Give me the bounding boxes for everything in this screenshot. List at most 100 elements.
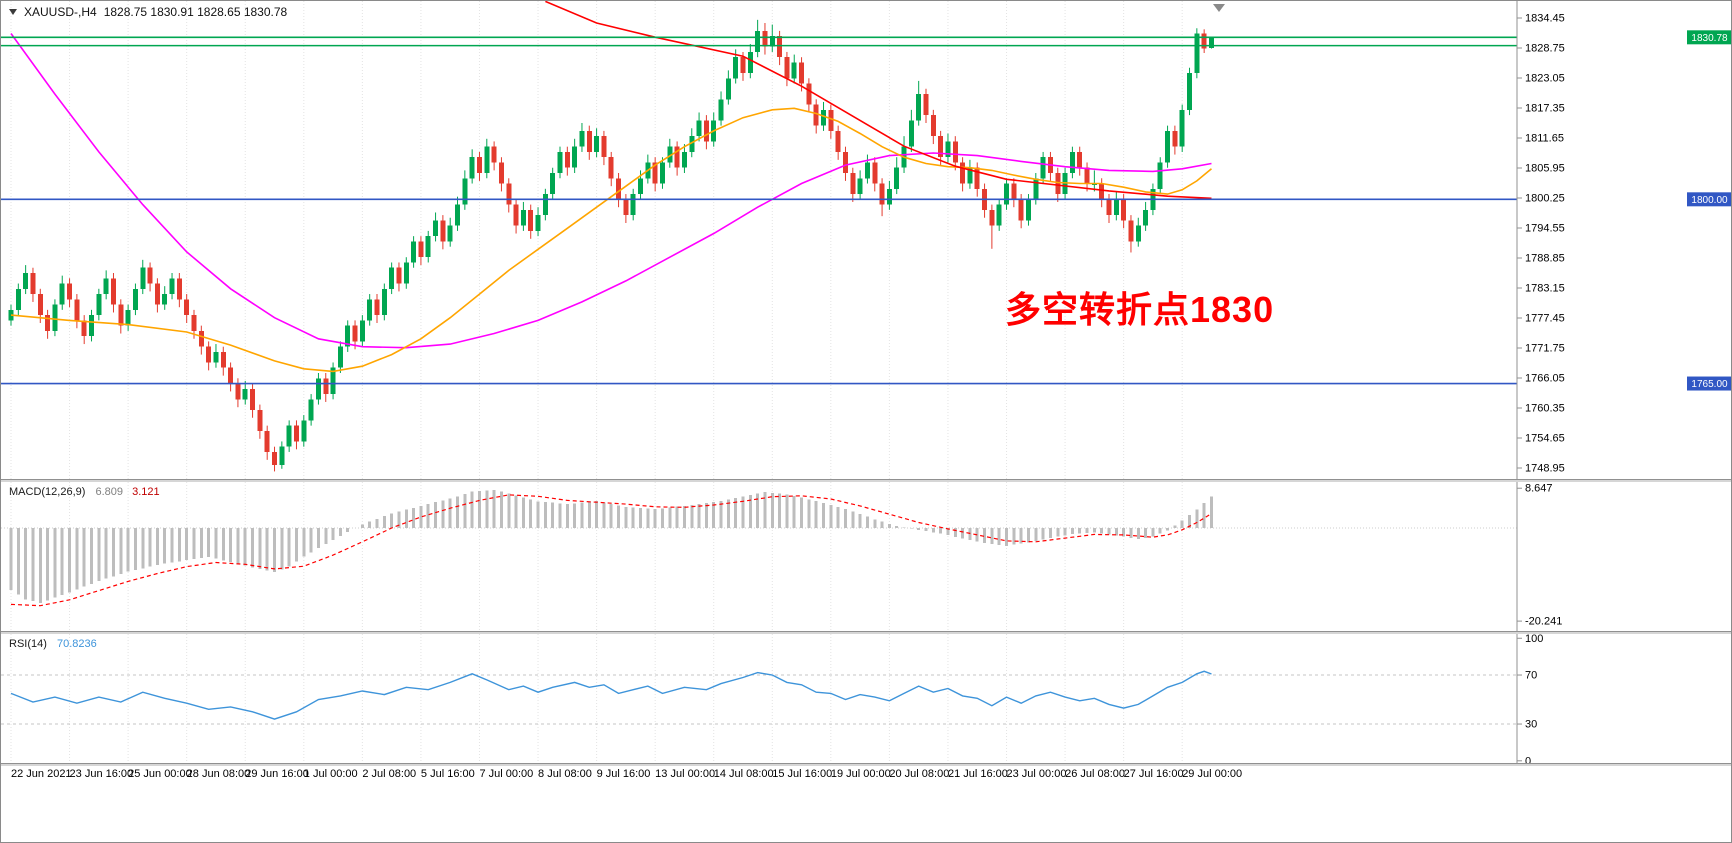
- panel-splitter[interactable]: [1, 631, 1732, 634]
- candle-down: [1172, 130, 1178, 147]
- candle-up: [359, 320, 365, 342]
- annotation-text: 多空转折点1830: [1005, 289, 1275, 330]
- candle-down: [1084, 167, 1090, 184]
- candle-up: [681, 151, 687, 168]
- time-axis-label: 19 Jul 00:00: [831, 768, 891, 780]
- candle-down: [440, 220, 446, 242]
- candle-up: [1113, 199, 1119, 216]
- candle-down: [1077, 151, 1083, 168]
- rsi-axis-label: 100: [1525, 633, 1543, 645]
- candle-down: [923, 94, 929, 116]
- candle-up: [579, 130, 585, 147]
- candle-up: [23, 273, 29, 289]
- main-chart-area[interactable]: [1, 1, 1517, 472]
- candle-up: [667, 146, 673, 163]
- time-axis-label: 7 Jul 00:00: [479, 768, 533, 780]
- candle-down: [37, 294, 43, 316]
- candle-down: [264, 430, 270, 452]
- candle-down: [1121, 199, 1127, 221]
- candle-down: [293, 425, 299, 442]
- candle-down: [842, 151, 848, 174]
- candle-up: [747, 51, 753, 74]
- macd-axis-label: 8.647: [1525, 483, 1553, 495]
- candle-down: [418, 241, 424, 258]
- candle-down: [1011, 183, 1017, 200]
- candle-up: [469, 157, 475, 179]
- rsi-value: 70.8236: [56, 638, 97, 650]
- time-axis-label: 23 Jun 16:00: [70, 768, 134, 780]
- candle-down: [396, 267, 402, 284]
- candle-up: [169, 278, 175, 295]
- candle-up: [301, 420, 307, 442]
- rsi-panel[interactable]: 100 70 30 0: [1, 633, 1543, 768]
- candle-down: [498, 162, 504, 184]
- candle-down: [586, 130, 592, 152]
- candle-up: [557, 151, 563, 174]
- candle-up: [52, 304, 58, 331]
- candle-up: [886, 188, 892, 205]
- candle-up: [315, 378, 321, 400]
- price-axis-label: 1788.85: [1525, 253, 1565, 265]
- candle-up: [140, 267, 146, 289]
- candle-down: [799, 62, 805, 84]
- macd-signal-line: [10, 494, 1212, 607]
- price-tag: [1687, 376, 1731, 391]
- time-axis-label: 9 Jul 16:00: [597, 768, 651, 780]
- candle-down: [777, 36, 783, 58]
- candle-up: [1143, 209, 1149, 226]
- price-tag-label: 1800.00: [1691, 195, 1728, 206]
- candle-up: [389, 267, 395, 289]
- candle-down: [703, 120, 709, 142]
- rsi-axis-label: 70: [1525, 670, 1537, 682]
- candle-up: [821, 109, 827, 126]
- price-axis-label: 1805.95: [1525, 163, 1565, 175]
- price-axis-label: 1766.05: [1525, 373, 1565, 385]
- candle-down: [184, 299, 190, 316]
- candle-down: [257, 409, 263, 431]
- candle-up: [572, 146, 578, 168]
- candle-down: [930, 115, 936, 137]
- candle-down: [74, 299, 80, 321]
- panel-chrome: [1, 1, 1732, 766]
- candle-up: [403, 262, 409, 284]
- candle-up: [550, 173, 556, 195]
- candle-down: [118, 304, 124, 326]
- candle-down: [1106, 199, 1112, 216]
- candle-down: [806, 83, 812, 105]
- time-axis-label: 29 Jul 00:00: [1182, 768, 1242, 780]
- price-axis-label: 1748.95: [1525, 463, 1565, 475]
- panel-splitter[interactable]: [1, 479, 1732, 482]
- price-tag: [1687, 192, 1731, 207]
- candle-up: [1033, 178, 1039, 200]
- candle-up: [1179, 109, 1185, 147]
- candle-down: [564, 151, 570, 168]
- candle-up: [894, 167, 900, 189]
- candle-up: [447, 225, 453, 242]
- candle-up: [718, 99, 724, 121]
- time-axis-label: 15 Jul 16:00: [772, 768, 832, 780]
- candle-down: [608, 157, 614, 179]
- time-axis-label: 1 Jul 00:00: [304, 768, 358, 780]
- candle-down: [1201, 33, 1207, 49]
- candle-up: [1157, 162, 1163, 189]
- macd-panel[interactable]: 8.647 -20.241: [1, 483, 1562, 628]
- candle-down: [476, 157, 482, 174]
- candle-down: [601, 136, 607, 158]
- panel-splitter[interactable]: [1, 763, 1732, 766]
- macd-main-value: 6.809: [95, 486, 124, 498]
- candle-down: [528, 209, 534, 231]
- price-axis-label: 1794.55: [1525, 223, 1565, 235]
- rsi-indicator-label: RSI(14) 70.8236: [9, 638, 97, 650]
- candle-down: [1128, 220, 1134, 242]
- candle-up: [279, 446, 285, 466]
- time-axis-label: 21 Jul 16:00: [948, 768, 1008, 780]
- candle-down: [974, 167, 980, 189]
- price-scale[interactable]: 1830.78 1800.00 1765.00 1834.45 1828.75 1823.…: [1517, 13, 1732, 475]
- candle-up: [367, 299, 373, 321]
- candle-down: [938, 136, 944, 158]
- candle-up: [433, 220, 439, 237]
- price-axis-label: 1834.45: [1525, 13, 1565, 25]
